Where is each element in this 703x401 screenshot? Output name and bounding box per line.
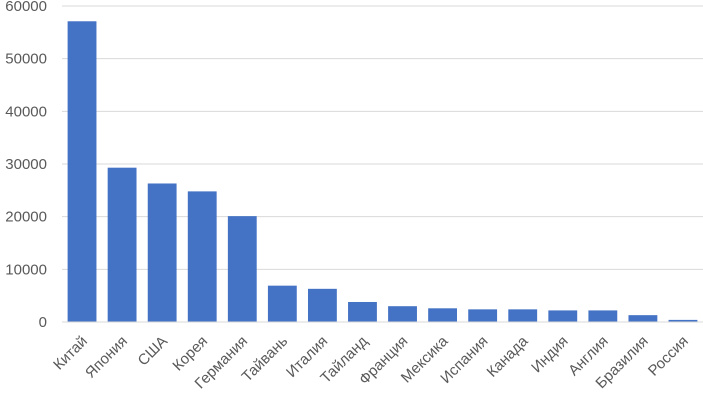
y-tick-label: 30000 — [5, 156, 47, 173]
y-axis-tick-labels: 0 10000 20000 30000 40000 50000 60000 — [5, 0, 47, 331]
x-category-label: Канада — [484, 332, 532, 380]
bar-10 — [468, 309, 498, 322]
bar-12 — [548, 310, 578, 322]
y-tick-label: 20000 — [5, 209, 47, 226]
bar-0 — [67, 21, 97, 322]
bar-6 — [307, 288, 337, 322]
bar-8 — [388, 306, 417, 322]
y-tick-label: 0 — [39, 314, 47, 331]
bar-15 — [668, 319, 698, 322]
bar-3 — [187, 191, 217, 322]
x-category-label: Япония — [82, 333, 131, 382]
bars — [67, 21, 698, 322]
y-tick-label: 50000 — [5, 51, 47, 68]
bar-5 — [267, 285, 297, 322]
bar-11 — [508, 309, 538, 322]
bar-14 — [628, 315, 658, 322]
x-category-label: Россия — [645, 333, 692, 380]
bar-4 — [227, 216, 257, 322]
x-category-label: США — [135, 333, 171, 369]
y-tick-label: 40000 — [5, 103, 47, 120]
y-tick-label: 60000 — [5, 0, 47, 15]
y-tick-label: 10000 — [5, 261, 47, 278]
bar-9 — [428, 308, 458, 322]
bar-2 — [147, 183, 177, 322]
bar-1 — [107, 167, 137, 322]
x-category-label: Индия — [528, 333, 571, 376]
bar-7 — [348, 301, 377, 322]
bar-13 — [588, 310, 618, 322]
